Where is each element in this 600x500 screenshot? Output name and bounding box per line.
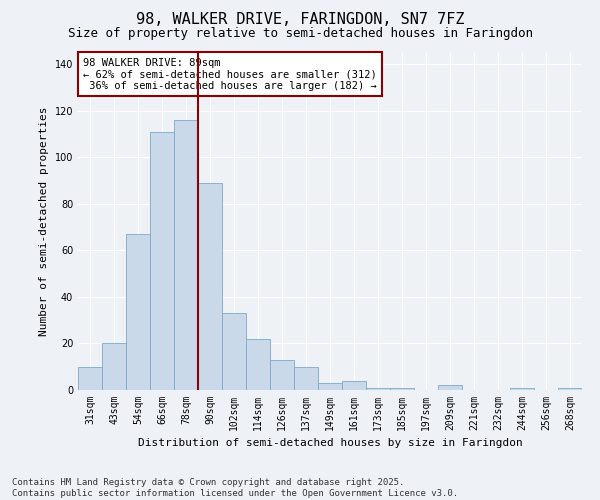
Bar [150,132,174,390]
Bar [78,366,102,390]
Bar [126,234,150,390]
Bar [246,339,270,390]
X-axis label: Distribution of semi-detached houses by size in Faringdon: Distribution of semi-detached houses by … [137,438,523,448]
Bar [294,366,318,390]
Bar [174,120,198,390]
Text: 98, WALKER DRIVE, FARINGDON, SN7 7FZ: 98, WALKER DRIVE, FARINGDON, SN7 7FZ [136,12,464,28]
Text: 98 WALKER DRIVE: 89sqm
← 62% of semi-detached houses are smaller (312)
 36% of s: 98 WALKER DRIVE: 89sqm ← 62% of semi-det… [83,58,377,91]
Bar [390,388,414,390]
Bar [198,183,222,390]
Bar [342,380,366,390]
Bar [558,388,582,390]
Bar [366,388,390,390]
Bar [270,360,294,390]
Bar [222,313,246,390]
Text: Contains HM Land Registry data © Crown copyright and database right 2025.
Contai: Contains HM Land Registry data © Crown c… [12,478,458,498]
Bar [510,388,534,390]
Bar [438,386,462,390]
Bar [102,344,126,390]
Text: Size of property relative to semi-detached houses in Faringdon: Size of property relative to semi-detach… [67,28,533,40]
Bar [318,383,342,390]
Y-axis label: Number of semi-detached properties: Number of semi-detached properties [39,106,49,336]
